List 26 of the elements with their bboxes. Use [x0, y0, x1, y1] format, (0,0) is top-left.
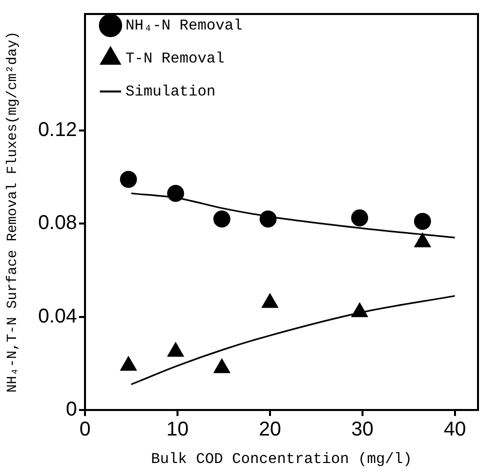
point [260, 210, 277, 228]
point [120, 170, 137, 188]
x-tick-label: 0 [79, 418, 91, 441]
y-axis-title: NH₄-N,T-N Surface Removal Fluxes(mg/cm²day) [5, 31, 22, 393]
x-tick-label: 20 [258, 418, 282, 441]
point [262, 293, 278, 308]
point [414, 212, 432, 230]
point [167, 342, 184, 357]
x-tick-label: 40 [444, 418, 466, 441]
x-axis-title: Bulk COD Concentration (mg/l) [150, 450, 412, 468]
y-tick-label: 0.04 [38, 305, 77, 328]
point [351, 302, 368, 318]
point [214, 358, 230, 374]
point [351, 209, 368, 226]
point [120, 356, 137, 371]
point [213, 210, 230, 228]
x-tick-label: 30 [351, 418, 374, 441]
y-tick-label: 0 [66, 398, 77, 421]
legend-label: NH₄-N Removal [126, 17, 243, 34]
legend-label: T-N Removal [126, 50, 225, 68]
legend-label: Simulation [126, 83, 216, 100]
point [167, 184, 184, 202]
x-tick-label: 10 [166, 418, 189, 441]
line-series [130, 295, 456, 386]
y-tick-label: 0.12 [38, 118, 77, 141]
y-tick-label: 0.08 [38, 212, 77, 234]
